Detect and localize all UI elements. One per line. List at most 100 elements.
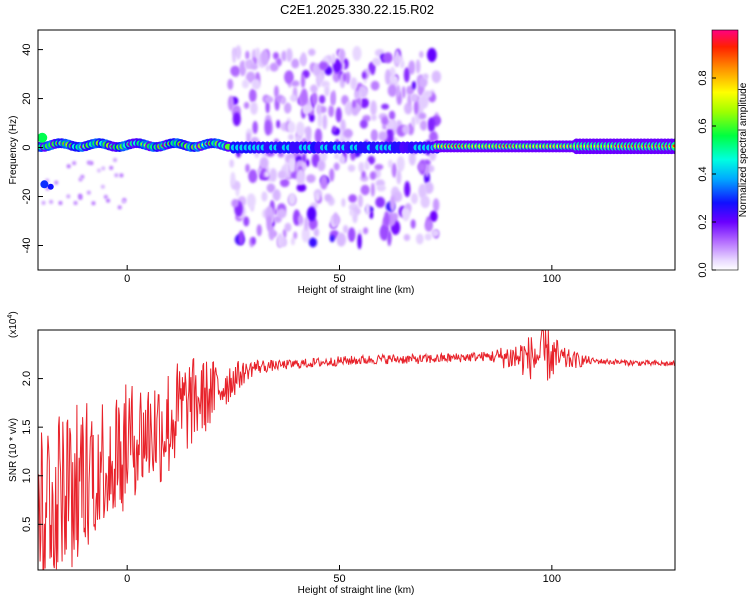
- spectrogram-cell: [246, 132, 251, 145]
- snr-ytick-label: 1.0: [21, 468, 33, 483]
- spectrogram-cell: [369, 210, 374, 220]
- spectrogram-cell: [40, 180, 49, 189]
- spectrogram-cell: [367, 155, 376, 165]
- spectrogram-cell: [387, 230, 392, 247]
- spectrogram-cell: [324, 193, 332, 202]
- spectrogram-cell: [299, 56, 307, 65]
- spectrogram-cell: [350, 77, 358, 90]
- spectrogram-cell: [410, 219, 416, 229]
- spectrogram-cell: [41, 200, 46, 205]
- spectrogram-frame: [37, 29, 676, 271]
- spectrogram-cell: [316, 103, 322, 115]
- spectrogram-cell: [410, 93, 418, 102]
- spectrogram-cell: [250, 101, 258, 115]
- spectrogram-cell: [232, 112, 241, 127]
- spectrogram-cell: [331, 53, 336, 65]
- snr-panel: 0 50 100 0.5 1.0 1.5 2.0 Height of straight li…: [7, 311, 676, 596]
- spectrogram-cell: [311, 92, 318, 105]
- spectrogram-cell: [375, 196, 386, 208]
- spectrogram-cell: [431, 70, 442, 83]
- spectrogram-cell: [66, 194, 71, 199]
- spectrogram-cell: [329, 168, 335, 182]
- spectrogram-cell: [103, 194, 108, 199]
- spectrogram-cell: [269, 168, 278, 182]
- spectrogram-cell: [306, 174, 316, 183]
- spectrogram-cell: [359, 119, 368, 129]
- spectrogram-cell: [432, 198, 440, 212]
- spectrogram-cell: [250, 63, 259, 70]
- spectrogram-cell: [403, 67, 410, 83]
- spectrogram-cell: [395, 84, 401, 97]
- spectrogram-cell: [347, 227, 356, 243]
- spectrogram-cell: [309, 84, 318, 93]
- spectrogram-cell: [121, 199, 126, 204]
- spectrogram-cell: [273, 215, 282, 223]
- spectrogram-cell: [47, 183, 54, 190]
- spectrogram-cell: [339, 48, 345, 63]
- spectrogram-cell: [411, 116, 416, 127]
- spectrogram-cell: [372, 57, 382, 67]
- spectrogram-cell: [284, 102, 291, 114]
- spectrogram-cell: [243, 101, 250, 109]
- spectrogram-cell: [245, 71, 256, 84]
- spectrogram-cell: [313, 228, 320, 237]
- colorbar-tick-label: 0.2: [697, 214, 709, 229]
- spectrogram-cell: [277, 170, 287, 180]
- spectrogram-cell: [423, 159, 431, 166]
- spectrogram-cell: [230, 171, 236, 186]
- spectrogram-cell: [300, 88, 308, 104]
- spectrogram-cell: [378, 131, 388, 142]
- spectrogram-cell: [235, 45, 242, 60]
- spectrogram-cell: [362, 71, 367, 80]
- spectrogram-cell: [415, 233, 424, 245]
- spectrogram-cell: [282, 228, 287, 239]
- spectrogram-cell: [305, 159, 310, 167]
- spectrogram-cell: [261, 191, 268, 202]
- spectrogram-cell: [280, 96, 287, 105]
- spectrogram-cell: [317, 112, 323, 128]
- snr-ytick-label: 1.5: [21, 420, 33, 435]
- spectrogram-cell: [264, 119, 272, 136]
- spectrogram-cell: [429, 210, 438, 222]
- spectrogram-xtick-label: 0: [124, 273, 130, 285]
- spectrogram-cell: [415, 59, 421, 74]
- spectrogram-cell: [317, 159, 326, 172]
- spectrogram-cell: [411, 81, 417, 90]
- spectrogram-cell: [333, 212, 339, 226]
- spectrogram-cell: [314, 192, 321, 202]
- spectrogram-cell: [387, 84, 398, 97]
- spectrogram-cell: [255, 47, 260, 58]
- spectrogram-cell: [276, 119, 281, 129]
- spectrogram-cell: [383, 210, 390, 227]
- spectrogram-cell: [308, 48, 316, 56]
- spectrogram-cell: [73, 200, 78, 205]
- spectrogram-cell: [336, 232, 347, 247]
- spectrogram-cell: [266, 215, 272, 232]
- spectrogram-ytick-label: -40: [21, 238, 33, 254]
- spectrogram-cell: [229, 159, 234, 168]
- spectrogram-cell: [290, 237, 296, 246]
- spectrogram-cell: [417, 162, 426, 172]
- spectrogram-cell: [86, 190, 91, 195]
- spectrogram-cell: [78, 177, 83, 182]
- spectrogram-cell: [291, 58, 300, 69]
- spectrogram-cell: [243, 216, 250, 227]
- spectrogram-cell: [389, 195, 396, 212]
- spectrogram-cell: [419, 120, 428, 131]
- spectrogram-cell: [404, 181, 411, 197]
- spectrogram-ytick-label: 20: [21, 92, 33, 104]
- spectrogram-cell: [406, 85, 415, 96]
- spectrogram-cell: [245, 163, 250, 173]
- spectrogram-cell: [359, 97, 370, 109]
- spectrogram-cell: [284, 70, 294, 84]
- spectrogram-cell: [319, 174, 328, 190]
- spectrogram-cell: [332, 70, 341, 83]
- spectrogram-cell: [426, 47, 437, 63]
- spectrogram-cell: [410, 192, 418, 205]
- spectrogram-cell: [418, 94, 429, 109]
- spectrogram-cell: [371, 129, 378, 142]
- spectrogram-cell: [274, 85, 279, 98]
- spectrogram-cell: [66, 164, 71, 169]
- spectrogram-cell: [399, 60, 405, 69]
- spectrogram-cell: [369, 62, 376, 76]
